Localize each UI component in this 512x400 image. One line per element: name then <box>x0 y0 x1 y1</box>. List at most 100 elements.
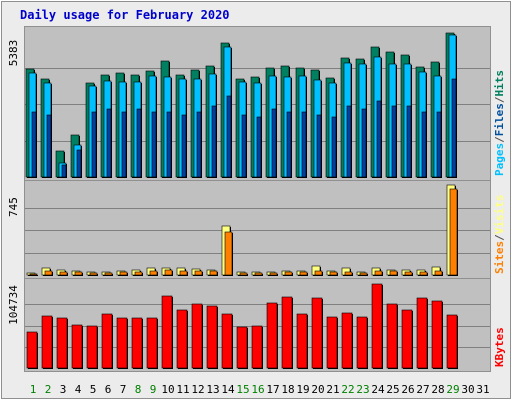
bar-pages <box>196 111 202 178</box>
bar-pages <box>91 111 97 178</box>
day-label: 27 <box>416 383 429 396</box>
bar-kbytes <box>86 325 98 369</box>
bar-pages <box>316 114 322 178</box>
bar-pages <box>271 108 277 178</box>
bar-kbytes <box>221 313 233 369</box>
day-label: 17 <box>266 383 279 396</box>
bar-pages <box>406 105 412 178</box>
bar-kbytes <box>131 317 143 369</box>
bar-pages <box>136 108 142 178</box>
day-label: 30 <box>461 383 474 396</box>
bar-kbytes <box>176 309 188 369</box>
bar-sites <box>434 270 443 276</box>
day-label: 31 <box>476 383 489 396</box>
day-label: 29 <box>446 383 459 396</box>
bar-sites <box>29 273 38 276</box>
bar-kbytes <box>386 303 398 369</box>
bar-sites <box>224 231 233 276</box>
legend-entry: / <box>493 96 506 103</box>
bar-shadow <box>31 275 38 276</box>
bar-pages <box>226 95 232 178</box>
day-label: 1 <box>30 383 37 396</box>
bar-sites <box>44 270 53 276</box>
day-label: 23 <box>356 383 369 396</box>
bar-kbytes <box>206 305 218 369</box>
bar-sites <box>344 271 353 276</box>
day-label: 3 <box>60 383 67 396</box>
bar-kbytes <box>251 325 263 369</box>
bar-sites <box>74 271 83 276</box>
bar-sites <box>449 188 458 276</box>
bar-sites <box>374 270 383 276</box>
bar-kbytes <box>146 317 158 369</box>
bar-pages <box>61 164 67 178</box>
bar-sites <box>419 271 428 276</box>
day-label: 2 <box>45 383 52 396</box>
bar-pages <box>181 114 187 178</box>
day-label: 28 <box>431 383 444 396</box>
day-label: 24 <box>371 383 385 396</box>
bar-sites <box>194 270 203 276</box>
bar-sites <box>59 271 68 276</box>
day-label: 11 <box>176 383 189 396</box>
bar-sites <box>89 272 98 276</box>
day-label: 16 <box>251 383 264 396</box>
panel-hits-files-pages: 5383 Pages/Files/Hits <box>7 26 506 181</box>
day-label: 9 <box>150 383 157 396</box>
bar-pages <box>331 116 337 178</box>
bar-sites <box>239 272 248 276</box>
bar-kbytes <box>296 313 308 369</box>
bar-kbytes <box>281 296 293 369</box>
legend-entry: / <box>493 136 506 143</box>
bar-kbytes <box>71 324 83 369</box>
bar-kbytes <box>356 316 368 369</box>
panel-background <box>25 181 490 278</box>
bar-kbytes <box>26 331 38 369</box>
bar-sites <box>269 272 278 276</box>
legend-entry: / <box>493 234 506 241</box>
bar-sites <box>149 270 158 276</box>
legend-entry: Files <box>493 103 506 136</box>
bar-kbytes <box>371 283 383 369</box>
bar-pages <box>376 100 382 178</box>
legend: Pages/Files/Hits <box>493 70 506 176</box>
bar-pages <box>121 111 127 178</box>
legend: Sites/Visits <box>493 195 506 275</box>
bar-pages <box>76 149 82 178</box>
bar-sites <box>299 271 308 276</box>
bar-sites <box>389 270 398 276</box>
y-max-label: 745 <box>7 197 20 217</box>
bar-kbytes <box>161 295 173 369</box>
bar-sites <box>119 271 128 276</box>
bar-sites <box>164 269 173 276</box>
day-label: 19 <box>296 383 309 396</box>
bar-sites <box>284 271 293 276</box>
bar-pages <box>421 111 427 178</box>
day-label: 26 <box>401 383 414 396</box>
panel-visits-sites: 745 Sites/Visits <box>7 180 506 279</box>
bar-sites <box>359 272 368 276</box>
day-label: 22 <box>341 383 354 396</box>
day-label: 8 <box>135 383 142 396</box>
bar-pages <box>241 114 247 178</box>
bar-kbytes <box>416 297 428 369</box>
bar-kbytes <box>311 297 323 369</box>
day-label: 21 <box>326 383 339 396</box>
bar-pages <box>346 105 352 178</box>
bar-kbytes <box>446 314 458 369</box>
bar-kbytes <box>236 326 248 369</box>
y-max-label: 5383 <box>7 40 20 67</box>
bar-sites <box>179 270 188 276</box>
legend: KBytes <box>493 327 506 367</box>
legend-entry: Visits <box>493 195 506 235</box>
chart-title: Daily usage for February 2020 <box>20 8 230 22</box>
day-label: 18 <box>281 383 294 396</box>
legend-entry: Sites <box>493 241 506 274</box>
day-label: 10 <box>161 383 174 396</box>
bar-kbytes <box>56 317 68 369</box>
y-max-label: 104734 <box>7 285 20 325</box>
bar-pages <box>211 105 217 178</box>
